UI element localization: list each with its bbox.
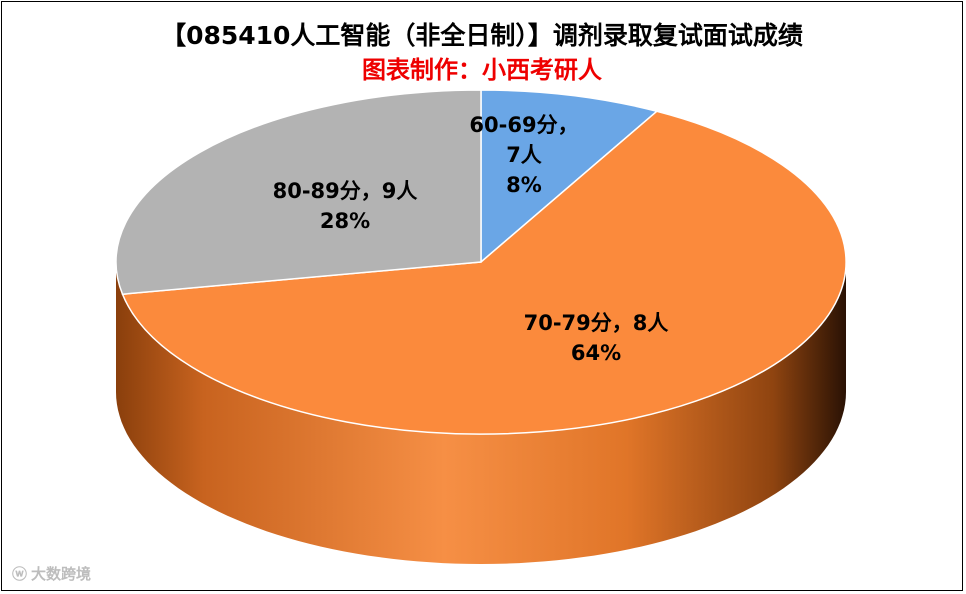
slice-label: 60-69分， 7人 8% bbox=[469, 113, 578, 197]
pie-top-surface bbox=[115, 89, 847, 435]
slice-label: 80-89分，9人 28% bbox=[273, 179, 418, 233]
pie-side-wall-face bbox=[116, 262, 846, 564]
pie-slice bbox=[121, 110, 847, 435]
pie-slice bbox=[115, 89, 482, 295]
watermark-text: 大数跨境 bbox=[31, 565, 92, 583]
slice-label: 70-79分，8人 64% bbox=[524, 311, 669, 365]
watermark: ⓦ 大数跨境 bbox=[12, 563, 91, 584]
pie-side-wall bbox=[116, 262, 846, 564]
pie-labels: 60-69分， 7人 8% 70-79分，8人 64% 80-89分，9人 28% bbox=[273, 113, 669, 365]
chart-title: 【085410人工智能（非全日制）】调剂录取复试面试成绩 bbox=[161, 21, 803, 50]
chart-subtitle: 图表制作：小西考研人 bbox=[362, 56, 602, 84]
weibo-like-logo-icon: ⓦ bbox=[12, 565, 28, 583]
pie-slice bbox=[480, 89, 659, 264]
